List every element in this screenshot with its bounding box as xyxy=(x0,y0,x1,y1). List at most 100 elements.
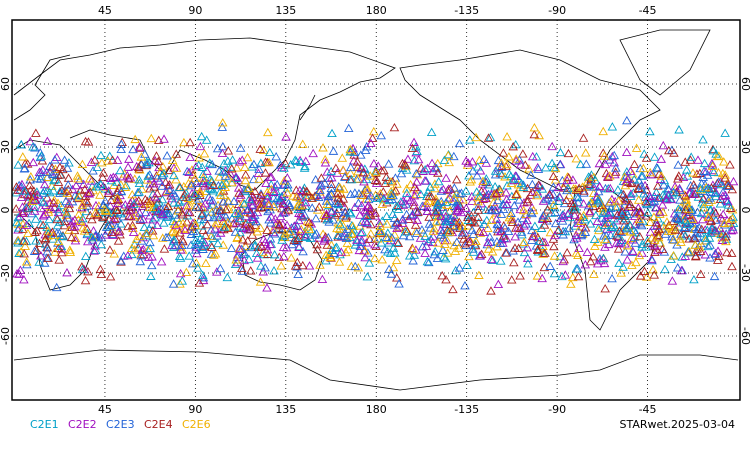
occultation-marker xyxy=(103,156,113,165)
occultation-marker xyxy=(20,163,30,172)
occultation-marker xyxy=(673,171,684,180)
occultation-marker xyxy=(326,206,337,215)
occultation-marker xyxy=(300,161,310,171)
occultation-marker xyxy=(39,185,50,195)
occultation-marker xyxy=(32,173,43,183)
occultation-marker xyxy=(357,227,368,236)
occultation-marker xyxy=(345,144,356,154)
occultation-marker xyxy=(443,150,454,160)
occultation-marker xyxy=(547,158,557,167)
occultation-marker xyxy=(569,234,579,244)
occultation-marker xyxy=(474,270,484,279)
occultation-marker xyxy=(721,236,731,246)
occultation-marker xyxy=(573,218,583,227)
occultation-marker xyxy=(674,125,684,134)
occultation-marker xyxy=(581,159,592,168)
occultation-marker xyxy=(371,167,381,176)
occultation-marker xyxy=(441,275,451,284)
occultation-marker xyxy=(215,190,226,199)
occultation-marker xyxy=(38,197,49,207)
occultation-marker xyxy=(653,232,664,242)
occultation-marker xyxy=(424,219,435,228)
occultation-marker xyxy=(580,259,591,269)
occultation-marker xyxy=(569,203,579,212)
occultation-marker xyxy=(677,252,688,261)
occultation-marker xyxy=(204,158,215,167)
occultation-marker xyxy=(246,242,257,252)
occultation-marker xyxy=(620,213,631,223)
occultation-marker xyxy=(629,159,640,168)
occultation-marker xyxy=(600,242,610,251)
occultation-marker xyxy=(496,158,507,167)
occultation-marker xyxy=(454,243,464,252)
occultation-marker xyxy=(154,176,165,185)
occultation-marker xyxy=(533,164,544,173)
occultation-marker xyxy=(229,196,239,205)
occultation-marker xyxy=(191,178,202,187)
occultation-marker xyxy=(712,178,723,187)
occultation-marker xyxy=(135,256,146,266)
occultation-marker xyxy=(285,159,296,169)
occultation-marker xyxy=(502,181,512,190)
occultation-marker xyxy=(170,191,181,200)
occultation-marker xyxy=(452,237,462,246)
occultation-marker xyxy=(333,232,343,241)
occultation-marker xyxy=(670,225,681,234)
occultation-marker xyxy=(611,216,622,225)
occultation-marker xyxy=(620,247,631,256)
occultation-marker xyxy=(38,220,48,229)
occultation-marker xyxy=(341,233,352,242)
occultation-marker xyxy=(225,169,236,178)
occultation-marker xyxy=(548,182,559,191)
occultation-marker xyxy=(321,250,331,259)
occultation-marker xyxy=(265,172,275,181)
occultation-marker xyxy=(186,180,197,190)
occultation-marker xyxy=(159,244,170,253)
occultation-marker xyxy=(65,247,76,257)
occultation-marker xyxy=(200,230,211,239)
occultation-marker xyxy=(373,161,384,170)
occultation-marker xyxy=(401,165,412,174)
occultation-marker xyxy=(631,143,642,152)
occultation-marker xyxy=(605,183,616,193)
occultation-marker xyxy=(719,220,730,229)
occultation-marker xyxy=(272,179,282,189)
occultation-marker xyxy=(522,215,532,225)
occultation-marker xyxy=(129,174,140,183)
occultation-marker xyxy=(391,255,402,265)
occultation-marker xyxy=(145,211,155,220)
occultation-marker xyxy=(300,232,311,241)
occultation-marker xyxy=(145,237,155,247)
occultation-marker xyxy=(510,232,521,241)
occultation-marker xyxy=(360,252,370,262)
occultation-marker xyxy=(240,241,251,251)
occultation-marker xyxy=(162,150,172,160)
occultation-marker xyxy=(420,231,430,240)
occultation-marker xyxy=(468,166,478,175)
occultation-marker xyxy=(529,129,540,139)
occultation-marker xyxy=(62,213,73,222)
occultation-marker xyxy=(687,205,697,214)
occultation-marker xyxy=(475,191,485,200)
occultation-marker xyxy=(135,214,145,223)
occultation-marker xyxy=(127,220,138,230)
occultation-marker xyxy=(637,220,647,230)
occultation-marker xyxy=(195,233,206,243)
occultation-marker xyxy=(215,228,226,237)
occultation-marker xyxy=(326,183,337,192)
occultation-marker xyxy=(366,229,376,238)
occultation-marker xyxy=(365,171,375,180)
occultation-marker xyxy=(348,221,358,231)
occultation-marker xyxy=(91,230,101,239)
occultation-marker xyxy=(728,225,739,234)
occultation-marker xyxy=(283,205,293,215)
occultation-marker xyxy=(468,244,478,253)
left-lat-label: -60 xyxy=(0,327,12,345)
occultation-marker xyxy=(693,155,703,164)
occultation-marker xyxy=(281,243,292,252)
occultation-marker xyxy=(708,146,719,155)
occultation-marker xyxy=(676,202,686,212)
occultation-marker xyxy=(622,255,633,264)
occultation-marker xyxy=(483,237,493,247)
